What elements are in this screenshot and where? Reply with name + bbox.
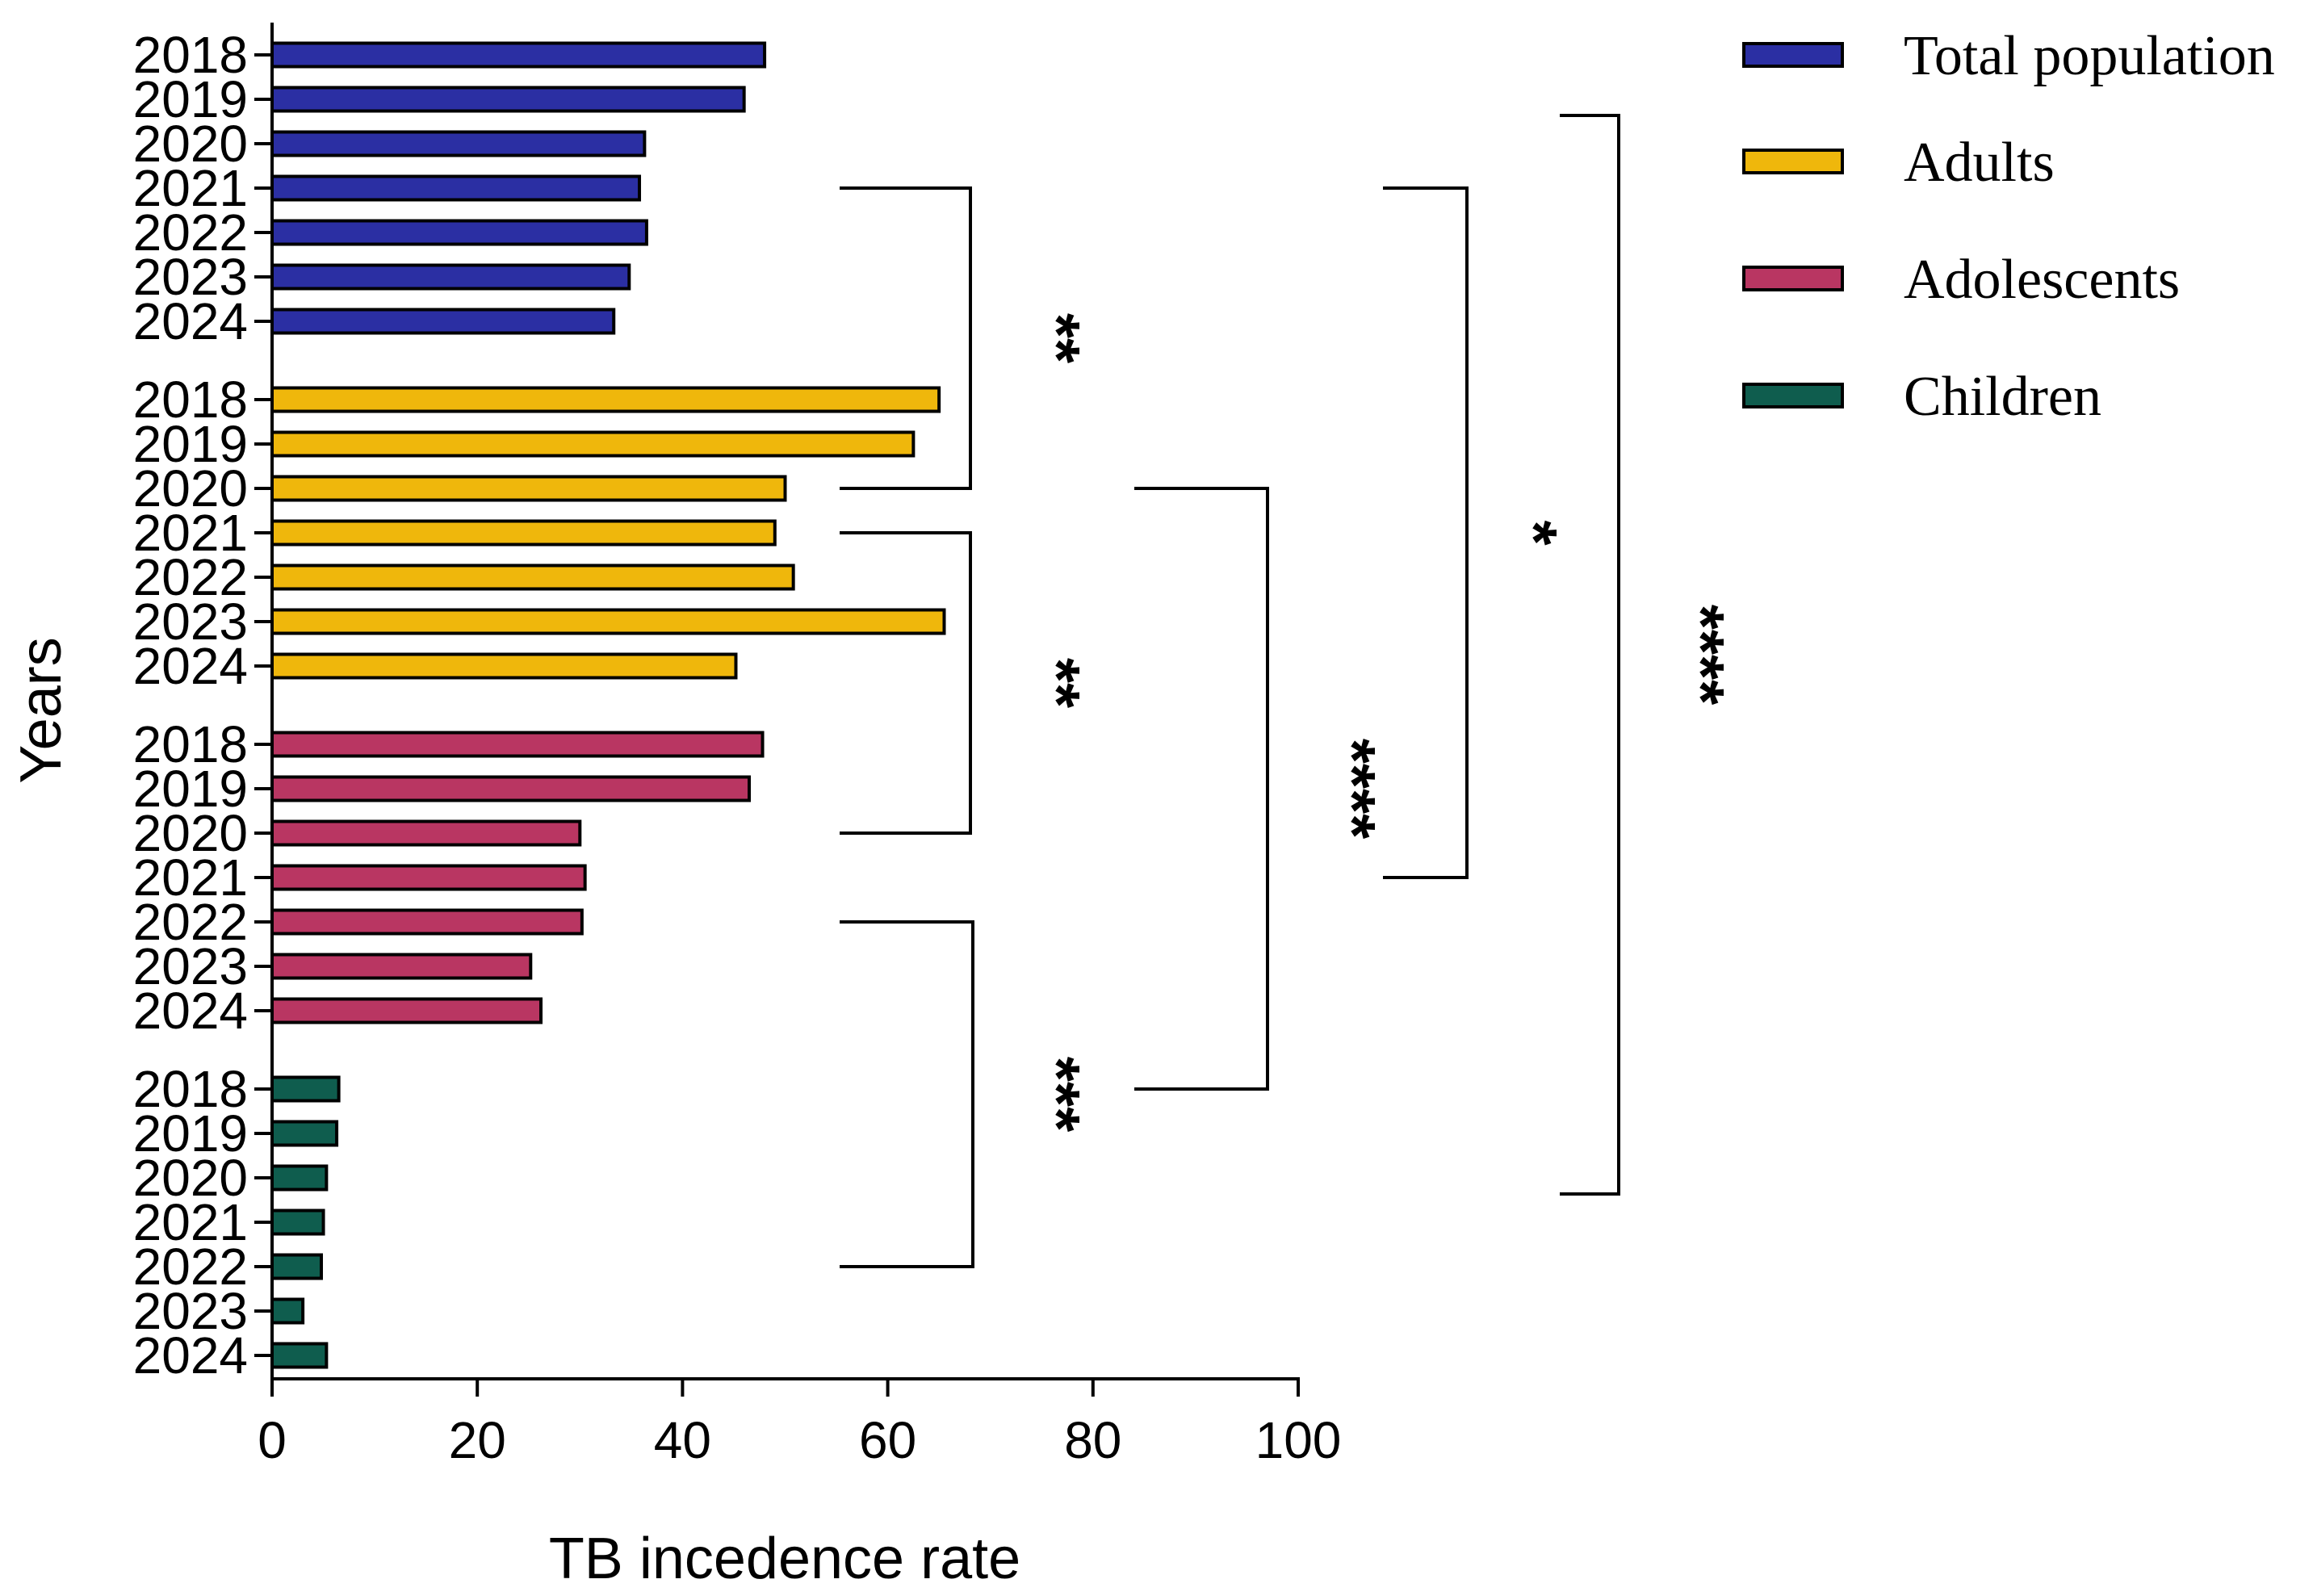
- legend: Total population Adults Adolescents Childre…: [1742, 25, 2275, 428]
- y-tick-label: 2018: [133, 715, 248, 773]
- significance-bracket: [1560, 114, 1620, 1196]
- bar-children-2019: [270, 1120, 339, 1147]
- bar-children-2018: [270, 1075, 341, 1103]
- y-tick-label: 2019: [133, 760, 248, 818]
- y-axis-ticks: 2018201920202021202220232024201820192020…: [133, 26, 272, 1384]
- bar-children-2024: [270, 1342, 329, 1369]
- y-tick-label: 2022: [133, 548, 248, 606]
- x-tick-label: 100: [1255, 1411, 1342, 1469]
- significance-label: **: [1021, 658, 1093, 709]
- bar-total-population-2021: [270, 174, 642, 202]
- bar-adolescents-2020: [270, 819, 582, 847]
- bar-adolescents-2019: [270, 775, 752, 802]
- y-tick-label: 2021: [133, 848, 248, 907]
- y-tick-label: 2024: [133, 982, 248, 1040]
- bar-total-population-2019: [270, 86, 746, 113]
- bar-children-2021: [270, 1209, 325, 1236]
- y-tick-label: 2019: [133, 70, 248, 128]
- significance-label: ***: [1021, 1057, 1093, 1133]
- y-tick-label: 2021: [133, 1193, 248, 1251]
- bar-adults-2023: [270, 608, 946, 635]
- bar-children-2022: [270, 1253, 324, 1280]
- bar-adults-2024: [270, 652, 738, 680]
- y-tick-label: 2020: [133, 1149, 248, 1207]
- bar-adolescents-2021: [270, 864, 587, 891]
- bar-adults-2018: [270, 386, 941, 413]
- bar-children-2023: [270, 1297, 305, 1325]
- x-axis-title: TB incedence rate: [549, 1527, 1020, 1591]
- y-tick-label: 2019: [133, 1104, 248, 1162]
- y-tick-label: 2023: [133, 248, 248, 306]
- significance-bracket: [840, 920, 974, 1268]
- y-tick-label: 2020: [133, 804, 248, 862]
- bar-total-population-2023: [270, 263, 631, 291]
- y-tick-label: 2020: [133, 115, 248, 173]
- y-tick-label: 2024: [133, 292, 248, 350]
- significance-bracket: [840, 531, 972, 835]
- y-axis-title: Years: [9, 637, 73, 783]
- bar-adults-2019: [270, 430, 916, 458]
- y-tick-label: 2018: [133, 26, 248, 84]
- bar-adults-2022: [270, 563, 795, 591]
- bar-total-population-2022: [270, 219, 648, 246]
- y-tick-label: 2023: [133, 593, 248, 651]
- bar-adolescents-2024: [270, 997, 543, 1024]
- x-tick-label: 40: [654, 1411, 711, 1469]
- y-tick-label: 2024: [133, 1326, 248, 1384]
- bar-total-population-2018: [270, 41, 767, 69]
- bar-children-2020: [270, 1164, 329, 1192]
- x-tick-label: 80: [1064, 1411, 1121, 1469]
- y-tick-label: 2021: [133, 504, 248, 562]
- significance-bracket: [1134, 487, 1269, 1091]
- bar-total-population-2020: [270, 130, 647, 157]
- bar-adolescents-2018: [270, 731, 765, 758]
- y-tick-label: 2022: [133, 203, 248, 262]
- bar-adolescents-2023: [270, 953, 533, 980]
- legend-label-adolescents: Adolescents: [1904, 249, 2180, 311]
- significance-bracket: [840, 186, 972, 490]
- y-tick-label: 2020: [133, 459, 248, 517]
- y-tick-label: 2018: [133, 1060, 248, 1118]
- bar-adults-2021: [270, 519, 777, 547]
- x-tick-label: 0: [258, 1411, 287, 1469]
- bars-group: [270, 41, 946, 1369]
- bar-adults-2020: [270, 475, 787, 502]
- legend-label-children: Children: [1904, 366, 2101, 428]
- y-tick-label: 2021: [133, 159, 248, 217]
- bar-adolescents-2022: [270, 908, 584, 936]
- legend-swatch-adolescents: [1742, 266, 1844, 291]
- y-tick-label: 2023: [133, 937, 248, 995]
- x-tick-label: 20: [449, 1411, 506, 1469]
- y-tick-label: 2024: [133, 637, 248, 695]
- significance-label: ****: [1666, 605, 1737, 706]
- significance-bracket: [1383, 186, 1469, 879]
- significance-label: *: [1498, 520, 1570, 546]
- legend-swatch-children: [1742, 383, 1844, 408]
- bar-total-population-2024: [270, 308, 616, 335]
- y-tick-label: 2018: [133, 371, 248, 429]
- legend-swatch-total-population: [1742, 42, 1844, 68]
- legend-label-total-population: Total population: [1904, 25, 2275, 87]
- x-tick-label: 60: [859, 1411, 916, 1469]
- x-axis-ticks: 0 20 40 60 80 100: [258, 1379, 1341, 1469]
- y-tick-label: 2019: [133, 415, 248, 473]
- significance-brackets: ****************: [840, 114, 1737, 1268]
- y-tick-label: 2023: [133, 1282, 248, 1340]
- legend-swatch-adults: [1742, 149, 1844, 174]
- y-tick-label: 2022: [133, 893, 248, 951]
- y-tick-label: 2022: [133, 1238, 248, 1296]
- significance-label: ****: [1317, 739, 1389, 840]
- significance-label: **: [1021, 313, 1093, 364]
- legend-label-adults: Adults: [1904, 132, 2055, 194]
